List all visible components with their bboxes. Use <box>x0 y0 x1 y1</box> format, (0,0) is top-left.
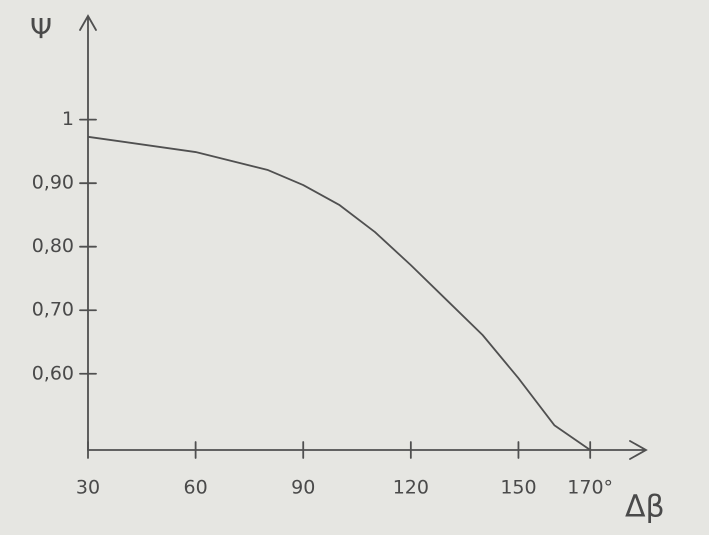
x-tick-label: 30 <box>76 477 100 499</box>
y-axis-label: Ψ <box>30 12 52 45</box>
x-tick-label: 120 <box>393 477 429 499</box>
x-tick-label: 90 <box>291 477 315 499</box>
x-tick-label: 60 <box>184 477 208 499</box>
data-line <box>87 135 591 451</box>
y-tick-label: 0,70 <box>32 299 74 321</box>
y-tick-label: 0,60 <box>32 362 74 384</box>
y-tick-label: 0,90 <box>32 172 74 194</box>
x-tick-label: 150 <box>500 477 536 499</box>
y-tick-label: 0,80 <box>32 235 74 257</box>
y-axis <box>79 14 97 451</box>
x-axis-label: Δβ <box>625 490 665 525</box>
x-tick-label: 170° <box>567 477 613 499</box>
y-tick-label: 1 <box>62 108 74 130</box>
x-axis <box>87 440 648 460</box>
